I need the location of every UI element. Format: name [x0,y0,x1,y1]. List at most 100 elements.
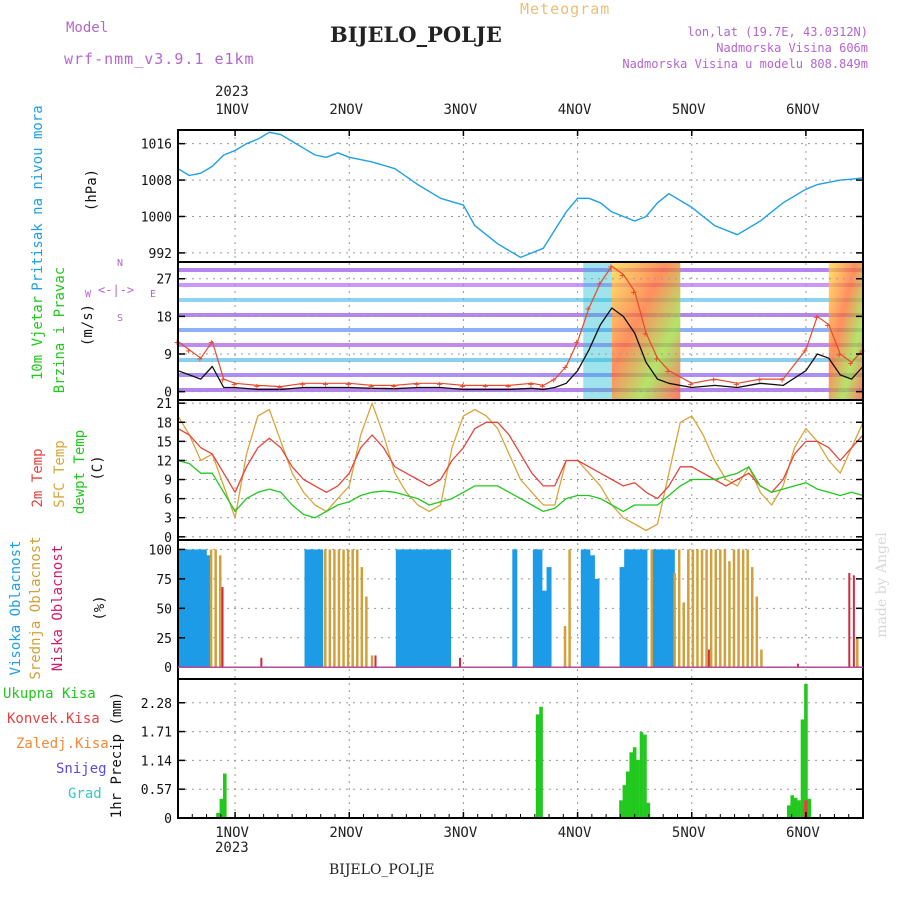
cloud-label-low: Niska Oblacnost [50,544,66,672]
wind-speed-series-line [177,307,864,391]
cloud-bar [650,549,654,668]
chart-kind: Meteogram [520,0,611,18]
wind-gust-point: + [197,354,203,365]
precip-bar [800,719,805,818]
cloud-bar [346,549,350,668]
wind-gust-point: + [813,312,819,323]
cloud-bar [309,549,315,668]
data-marks: + + + + + + + + + + + + + + + + + + + + + + + + + + + + + + + + + + + + + + + +… [174,131,865,818]
temp-label-2m: 2m Temp [30,448,46,508]
cloud-bar [707,649,710,668]
temp-2m-series-line [177,421,864,500]
cloud-bar [370,655,374,668]
precip-tick-label: 1.71 [141,726,172,741]
wind-gust-point: + [779,375,785,386]
cloud-bar [214,549,217,668]
cloud-bar [432,549,438,668]
wind-gust-point: + [208,337,214,348]
cloud-bar [414,549,420,668]
pressure-tick-label: 1000 [141,210,172,225]
cloud-bar [337,549,341,668]
cloud-bar [342,549,345,668]
cloud-tick-label: 50 [156,602,172,617]
cloud-bar [665,549,671,668]
cloud-bar [351,549,354,668]
wind-panel-label-1: 10m Vjetar [30,295,46,381]
cloud-bar [624,549,630,668]
compass-north: N [117,258,124,269]
cloud-bar [436,549,442,668]
cloud-bar [446,549,452,668]
wind-gust-point: + [562,363,568,374]
wind-gust-point: + [322,379,328,390]
cloud-bar [546,567,552,668]
precip-bar [626,771,630,818]
pressure-tick-label: 1016 [141,138,172,153]
cloud-bar [324,549,327,668]
wind-gust-point: + [505,381,511,392]
cloud-bar [209,549,213,668]
wind-gust-point: + [437,379,443,390]
year-bottom: 2023 [215,840,249,856]
cloud-bar [328,549,332,668]
cloud-bar [404,549,410,668]
precip-bar [639,732,644,818]
day-label-top: 1NOV [215,102,249,118]
day-label-top: 2NOV [329,102,363,118]
axes-ticks: 1016100810009922718902118151296301007550… [141,102,864,841]
cloud-bar [589,555,595,668]
cloud-bar [677,549,681,668]
precip-bar [216,812,220,818]
cloud-bar [637,549,643,668]
precip-bar [643,734,647,818]
precip-legend-hail: Grad [68,786,102,802]
precip-bar [797,800,801,818]
precip-bar [219,798,224,818]
precip-bar [646,802,651,818]
cloud-bar [441,549,447,668]
strong-wind-zone [828,262,863,400]
wind-vector-row [178,388,863,392]
cloud-bar [651,549,657,668]
wind-vector-row [178,328,863,332]
wind-gust-point: + [414,379,420,390]
cloud-bar [188,549,194,668]
precip-bar [223,773,227,818]
cloud-bar [642,549,648,668]
cloud-bar [221,587,224,668]
page-title: BIJELO_POLJE [330,22,502,47]
day-label-bottom: 4NOV [558,825,592,841]
precip-bar [622,785,627,818]
cloud-bar [427,549,433,668]
wind-gust-point: + [619,271,625,282]
wind-gust-point: + [848,358,854,369]
wind-gust-point: + [459,381,465,392]
grid-lines [178,130,863,818]
temp-tick-label: 9 [164,474,172,489]
dewpt-series-line [177,459,864,519]
wind-gust-point: + [654,354,660,365]
wind-gust-point: + [277,383,283,394]
station-footer: BIJELO_POLJE [329,862,435,878]
precip-tick-label: 0.57 [141,783,172,798]
wind-gust-point: + [733,379,739,390]
cloud-bar [512,549,518,668]
cloud-bar [705,549,708,668]
cloud-bar [365,596,368,668]
cloud-label-high: Visoka Oblacnost [8,540,24,676]
day-label-top: 3NOV [444,102,478,118]
lonlat-label: lon,lat (19.7E, 43.0312N) [687,25,868,39]
cloud-bar [709,549,713,668]
cloud-bar [537,549,543,668]
cloud-bar [691,549,695,668]
temp-tick-label: 18 [156,416,172,431]
precip-bar [804,800,808,818]
cloud-bar [719,549,722,668]
cloud-bar [628,549,634,668]
temp-tick-label: 0 [164,531,172,546]
pressure-unit: (hPa) [84,168,100,212]
cloud-bar [218,555,222,668]
wind-tick-label: 0 [164,386,172,401]
day-label-top: 4NOV [558,102,592,118]
cloud-bar [313,549,319,668]
